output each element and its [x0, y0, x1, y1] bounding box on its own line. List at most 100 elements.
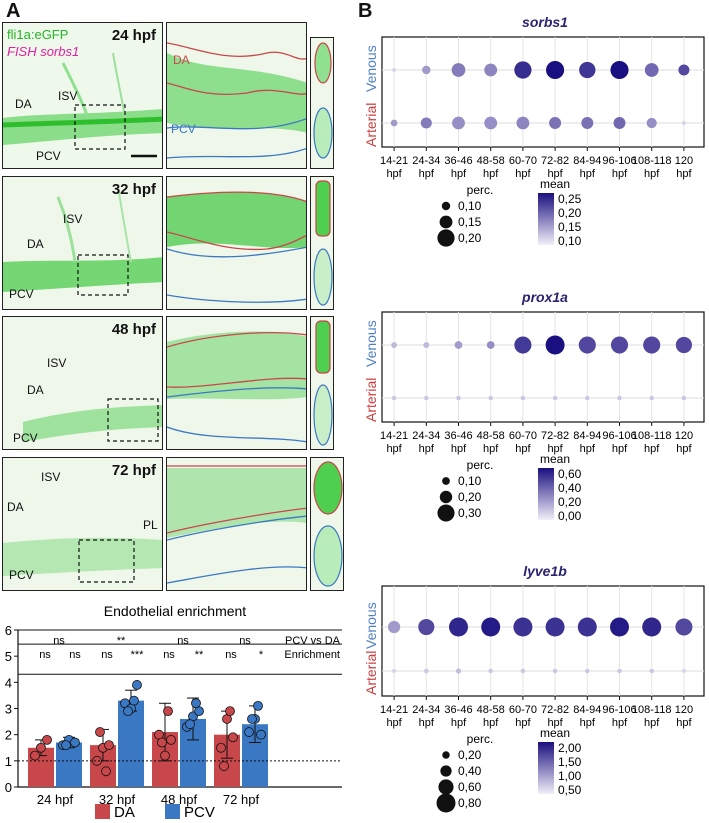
- data-point: [70, 737, 80, 748]
- stage-label: 48 hpf: [111, 321, 156, 338]
- label-da: DA: [27, 383, 44, 397]
- data-point: [166, 734, 176, 745]
- x-tick-label: 32 hpf: [99, 792, 136, 807]
- x-tick-label: 14-21: [380, 155, 408, 167]
- x-tick-label: 72-82: [541, 155, 569, 167]
- size-legend-label: 0,10: [458, 474, 482, 488]
- data-point: [163, 706, 173, 717]
- color-legend-bar: [538, 193, 554, 245]
- sig-enrichment-da: ns: [225, 649, 237, 661]
- x-tick-label: 14-21: [380, 430, 408, 442]
- dot-arterial: [455, 668, 462, 674]
- zoom-72hpf-image: [167, 465, 306, 584]
- dot-arterial: [581, 117, 594, 129]
- dot-venous: [610, 60, 629, 80]
- dot-arterial: [391, 395, 397, 401]
- dot-venous: [449, 617, 468, 637]
- zoom-48hpf-image: [167, 331, 306, 443]
- x-tick-label: 60-70: [509, 430, 537, 442]
- size-legend-label: 0,60: [458, 780, 482, 794]
- x-tick-unit: hpf: [676, 717, 692, 729]
- x-tick-unit: hpf: [386, 717, 402, 729]
- cross-section-32hpf-image: [313, 180, 333, 306]
- data-point: [104, 740, 114, 751]
- label-isv: ISV: [63, 212, 83, 226]
- dot-venous: [610, 336, 629, 354]
- dot-venous: [514, 61, 532, 79]
- x-tick-unit: hpf: [644, 717, 660, 729]
- sig-pcv-vs-da: ns: [53, 635, 65, 647]
- x-tick-unit: hpf: [386, 443, 402, 455]
- x-tick-label: 72-82: [541, 430, 569, 442]
- x-tick-label: 108-118: [632, 704, 672, 716]
- data-point: [191, 698, 201, 709]
- dot-venous: [423, 342, 430, 348]
- data-point: [216, 742, 226, 753]
- cross-section-48hpf: [310, 316, 334, 450]
- dot-arterial: [392, 668, 397, 674]
- color-legend-label: 0,20: [558, 495, 582, 509]
- panel-b-label: B: [358, 0, 373, 22]
- label-da: DA: [7, 500, 24, 514]
- micrograph-48hpf: 48 hpf ISV DA PCV: [2, 316, 163, 450]
- data-point: [247, 714, 257, 724]
- label-pcv: PCV: [36, 149, 61, 163]
- bar-pcv: [118, 700, 144, 787]
- dot-venous: [546, 60, 565, 80]
- row-label-venous: Venous: [363, 320, 379, 367]
- micrograph-48hpf-image: [23, 398, 162, 442]
- x-tick-unit: hpf: [676, 443, 692, 455]
- panel-a-label: A: [6, 0, 21, 22]
- size-legend-title: perc.: [467, 183, 494, 197]
- data-point: [101, 766, 111, 777]
- x-tick-label: 36-46: [444, 704, 472, 716]
- color-legend-title: mean: [540, 452, 570, 466]
- sig-enrichment-pcv: ns: [69, 649, 81, 661]
- label-da: DA: [15, 97, 32, 111]
- dot-arterial: [420, 117, 432, 129]
- cross-section-24hpf-image: [313, 42, 333, 159]
- sig-pcv-vs-da: ns: [177, 635, 189, 647]
- zoom-label-pcv: PCV: [171, 122, 196, 136]
- cross-section-24hpf: [310, 37, 334, 169]
- zoom-32hpf: [166, 176, 307, 310]
- color-legend-label: 0,25: [558, 192, 582, 206]
- dot-arterial: [552, 395, 558, 401]
- x-tick-unit: hpf: [451, 443, 467, 455]
- dot-arterial: [488, 395, 493, 401]
- color-legend-label: 0,00: [558, 509, 582, 523]
- size-legend-label: 0,40: [458, 764, 482, 778]
- sig-pcv-vs-da: **: [117, 635, 126, 647]
- micrograph-72hpf: 72 hpf ISV DA PL PCV: [2, 457, 163, 591]
- sig-label-enrichment: Enrichment: [284, 649, 340, 661]
- x-tick-label: 48 hpf: [161, 792, 198, 807]
- x-tick-unit: hpf: [386, 168, 402, 180]
- x-tick-label: 84-94: [573, 704, 601, 716]
- x-tick-label: 84-94: [573, 430, 601, 442]
- cross-section-72hpf-image: [313, 461, 343, 587]
- dot-plot-prox1a: prox1aVenousArterial14-21hpf24-34hpf36-4…: [363, 289, 705, 523]
- dot-venous: [484, 63, 498, 77]
- size-legend-title: perc.: [467, 732, 494, 746]
- x-tick-unit: hpf: [515, 168, 531, 180]
- x-tick-label: 24-34: [412, 155, 440, 167]
- sig-pcv-vs-da: ns: [239, 635, 251, 647]
- stage-label: 24 hpf: [111, 27, 156, 44]
- zoom-24hpf: DA PCV: [166, 22, 307, 169]
- size-legend-dot: [437, 504, 455, 522]
- micrograph-24hpf-image: [3, 52, 162, 158]
- size-legend-dot: [439, 215, 453, 229]
- dot-arterial: [516, 116, 530, 130]
- x-tick-unit: hpf: [515, 717, 531, 729]
- x-tick-label: 60-70: [509, 155, 537, 167]
- data-point: [219, 761, 229, 771]
- dot-plot-lyve1b: lyve1bVenousArterial14-21hpf24-34hpf36-4…: [363, 563, 705, 813]
- dot-arterial: [646, 117, 657, 129]
- dot-arterial: [456, 395, 461, 401]
- color-legend-label: 2,00: [558, 741, 582, 755]
- size-legend-dot: [442, 751, 450, 759]
- dot-venous: [577, 617, 597, 637]
- x-tick-unit: hpf: [612, 168, 628, 180]
- dot-venous: [514, 336, 532, 354]
- x-tick-label: 120: [675, 430, 693, 442]
